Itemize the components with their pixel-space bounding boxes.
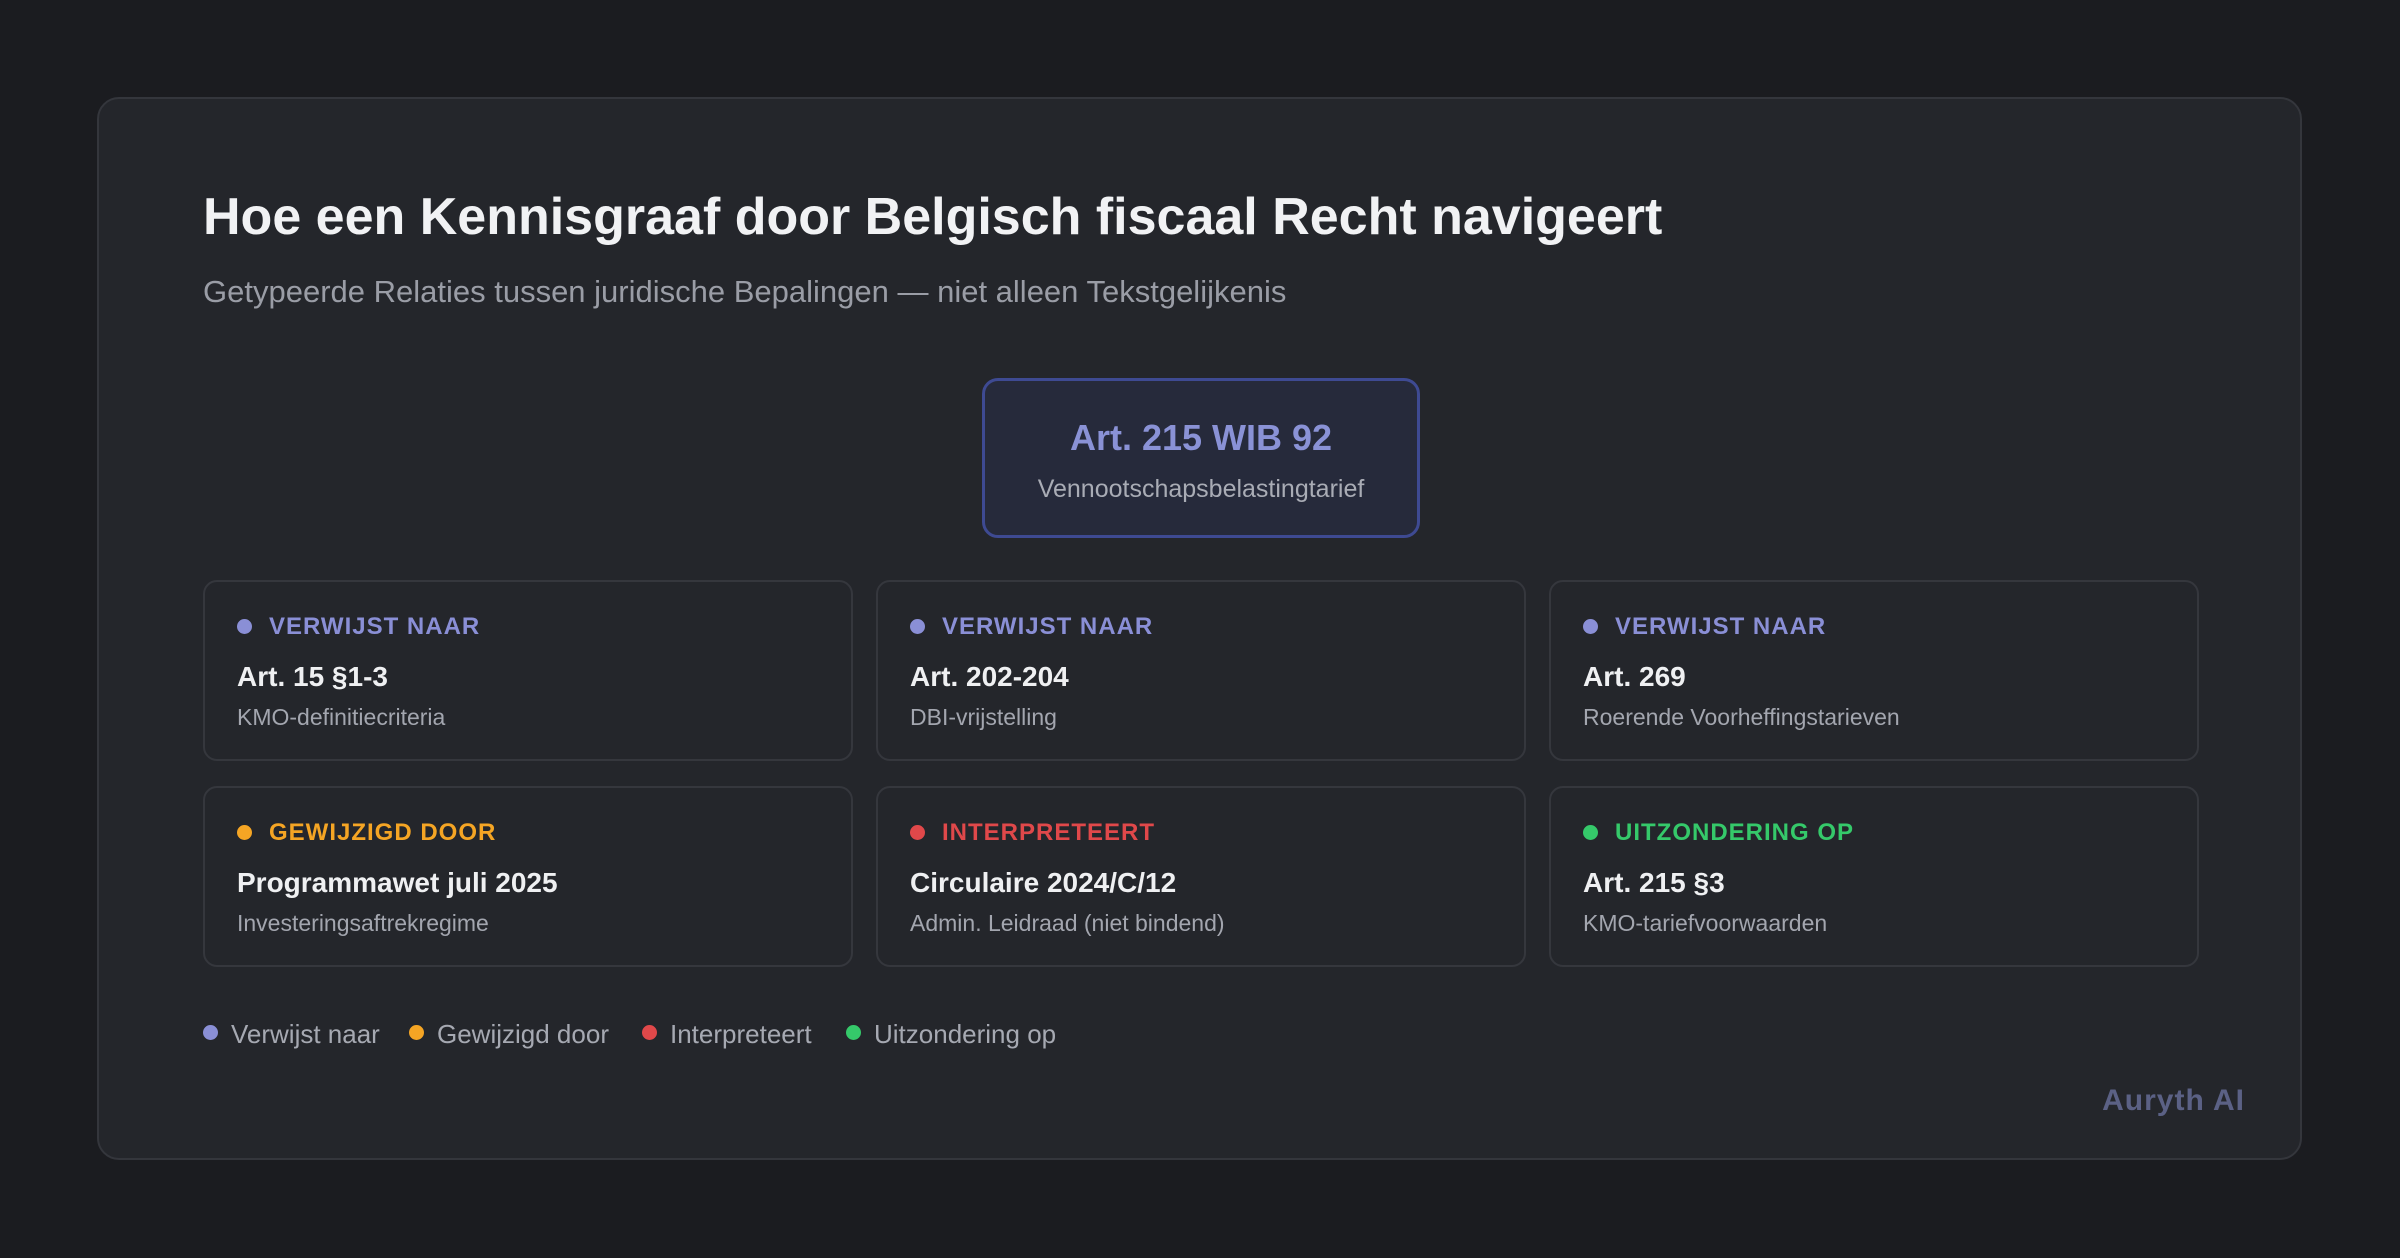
provision-description: KMO-tariefvoorwaarden <box>1583 910 1828 936</box>
relation-dot-icon <box>237 619 252 634</box>
legend-dot-icon <box>409 1025 424 1040</box>
page-subtitle: Getypeerde Relaties tussen juridische Be… <box>203 274 1287 309</box>
legend-dot-icon <box>642 1025 657 1040</box>
legend-label: Gewijzigd door <box>437 1019 609 1049</box>
diagram-panel: Hoe een Kennisgraaf door Belgisch fiscaa… <box>97 97 2302 1160</box>
provision-description: KMO-definitiecriteria <box>237 704 446 730</box>
legend-dot-icon <box>203 1025 218 1040</box>
relation-type-label: VERWIJST NAAR <box>942 613 1154 640</box>
relation-type-label: GEWIJZIGD DOOR <box>269 819 497 846</box>
provision-name: Programmawet juli 2025 <box>237 867 558 898</box>
legend-label: Interpreteert <box>670 1019 812 1049</box>
central-provision-node: Art. 215 WIB 92 Vennootschapsbelastingta… <box>982 378 1420 538</box>
legend-label: Verwijst naar <box>231 1019 380 1049</box>
provision-description: Roerende Voorheffingstarieven <box>1583 704 1900 730</box>
brand-logo: Auryth AI <box>2102 1084 2245 1117</box>
relation-type-label: INTERPRETEERT <box>942 819 1156 846</box>
relation-card-verwijst-2: VERWIJST NAAR Art. 202-204 DBI-vrijstell… <box>876 580 1526 761</box>
relation-type-label: UITZONDERING OP <box>1615 819 1855 846</box>
provision-description: Admin. Leidraad (niet bindend) <box>910 910 1225 936</box>
relation-dot-icon <box>1583 825 1598 840</box>
relation-dot-icon <box>1583 619 1598 634</box>
relation-card-interpreteert: INTERPRETEERT Circulaire 2024/C/12 Admin… <box>876 786 1526 967</box>
relation-card-uitzondering: UITZONDERING OP Art. 215 §3 KMO-tariefvo… <box>1549 786 2199 967</box>
relation-card-verwijst-1: VERWIJST NAAR Art. 15 §1-3 KMO-definitie… <box>203 580 853 761</box>
legend-label: Uitzondering op <box>874 1019 1057 1049</box>
provision-name: Circulaire 2024/C/12 <box>910 867 1177 898</box>
relation-dot-icon <box>910 619 925 634</box>
provision-name: Art. 269 <box>1583 661 1686 692</box>
central-provision-title: Art. 215 WIB 92 <box>1069 417 1333 458</box>
provision-description: Investeringsaftrekregime <box>237 910 489 936</box>
relation-card-verwijst-3: VERWIJST NAAR Art. 269 Roerende Voorheff… <box>1549 580 2199 761</box>
provision-description: DBI-vrijstelling <box>910 704 1057 730</box>
relation-type-label: VERWIJST NAAR <box>269 613 481 640</box>
provision-name: Art. 215 §3 <box>1583 867 1725 898</box>
relation-type-label: VERWIJST NAAR <box>1615 613 1827 640</box>
relation-dot-icon <box>910 825 925 840</box>
central-provision-subtitle: Vennootschapsbelastingtarief <box>1037 475 1365 503</box>
provision-name: Art. 202-204 <box>910 661 1069 692</box>
page-title: Hoe een Kennisgraaf door Belgisch fiscaa… <box>203 188 1663 246</box>
relation-card-gewijzigd: GEWIJZIGD DOOR Programmawet juli 2025 In… <box>203 786 853 967</box>
legend-dot-icon <box>846 1025 861 1040</box>
relation-dot-icon <box>237 825 252 840</box>
provision-name: Art. 15 §1-3 <box>237 661 388 692</box>
